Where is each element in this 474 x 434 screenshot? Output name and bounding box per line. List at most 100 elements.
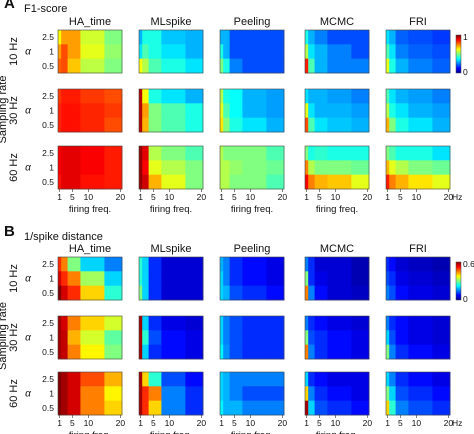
heatmap-cell <box>408 386 433 402</box>
heatmap-cell <box>161 386 186 402</box>
heatmap-cell <box>139 372 143 387</box>
heatmap-cell <box>220 386 224 402</box>
heatmap-cell <box>432 146 451 161</box>
heatmap-cell <box>395 386 409 402</box>
heatmap-cell <box>229 257 243 272</box>
x-tick-label: 20 <box>363 418 373 428</box>
heatmap-cell <box>242 103 267 119</box>
heatmap-cell <box>61 30 68 45</box>
heatmap-cell <box>148 344 162 360</box>
heatmap-cell <box>223 257 230 272</box>
heatmap-cell <box>139 58 143 74</box>
heatmap-cell <box>389 372 396 387</box>
heatmap-cell <box>220 316 224 331</box>
heatmap-cell <box>242 386 267 402</box>
heatmap-cell <box>305 146 309 161</box>
method-title: MCMC <box>320 243 354 255</box>
x-unit-label: Hz <box>452 418 462 428</box>
heatmap-cell <box>80 30 105 45</box>
heatmap-cell <box>308 386 315 402</box>
heatmap-cell <box>104 160 123 176</box>
sampling-rate-label: 30 Hz <box>8 323 20 352</box>
heatmap-cell <box>223 160 230 176</box>
alpha-axis-label: α <box>25 47 31 58</box>
heatmap-cell <box>161 285 186 301</box>
heatmap-cell <box>229 146 243 161</box>
method-title: Peeling <box>234 243 271 255</box>
alpha-tick-label: 2.5 <box>42 374 54 384</box>
heatmap-cell <box>351 174 370 190</box>
x-tick-label: 5 <box>317 418 322 428</box>
x-tick-label: 5 <box>398 418 403 428</box>
heatmap-cell <box>266 344 285 360</box>
heatmap-frame <box>385 145 451 190</box>
heatmap-cell <box>266 30 285 45</box>
heatmap-cell <box>142 160 149 176</box>
heatmap-cell <box>242 372 267 387</box>
heatmap-cell <box>266 271 285 287</box>
heatmap-cell <box>242 117 267 133</box>
heatmap-cell <box>148 271 162 287</box>
heatmap-cell <box>389 316 396 331</box>
heatmap-cell <box>386 386 390 402</box>
x-tick-label: 10 <box>246 192 256 202</box>
x-unit-label: Hz <box>452 192 462 202</box>
heatmap-cell <box>395 146 409 161</box>
heatmap-cell <box>80 146 105 161</box>
heatmap-cell <box>314 117 328 133</box>
heatmap-cell <box>104 330 123 346</box>
heatmap-cell <box>67 285 81 301</box>
heatmap-cell <box>61 89 68 104</box>
heatmap-cell <box>161 44 186 60</box>
heatmap-cell <box>308 257 315 272</box>
heatmap-cell <box>139 174 143 190</box>
heatmap-cell <box>395 44 409 60</box>
x-tick-label: 1 <box>219 192 224 202</box>
heatmap-cell <box>229 58 243 74</box>
heatmap-cell <box>386 372 390 387</box>
heatmap-cell <box>142 30 149 45</box>
heatmap-cell <box>220 174 224 190</box>
heatmap-cell <box>305 174 309 190</box>
heatmap-cell <box>139 271 143 287</box>
heatmap-cell <box>67 58 81 74</box>
heatmap-cell <box>314 330 328 346</box>
heatmap-frame <box>138 371 204 416</box>
heatmap-cell <box>220 117 224 133</box>
heatmap-cell <box>308 344 315 360</box>
colorbar <box>455 34 462 74</box>
heatmap-cell <box>142 103 149 119</box>
x-tick-label: 10 <box>84 418 94 428</box>
heatmap-cell <box>351 30 370 45</box>
heatmap-cell <box>229 316 243 331</box>
heatmap-cell <box>185 174 204 190</box>
x-tick-label: 10 <box>412 418 422 428</box>
heatmap-cell <box>308 58 315 74</box>
heatmap-cell <box>351 372 370 387</box>
heatmap-cell <box>327 400 352 416</box>
heatmap-cell <box>139 285 143 301</box>
heatmap-cell <box>266 174 285 190</box>
heatmap-cell <box>161 271 186 287</box>
heatmap-frame <box>304 256 370 301</box>
heatmap-frame <box>219 145 285 190</box>
heatmap-cell <box>389 330 396 346</box>
heatmap-cell <box>161 372 186 387</box>
heatmap-cell <box>185 117 204 133</box>
heatmap-cell <box>432 58 451 74</box>
heatmap-cell <box>161 160 186 176</box>
heatmap-cell <box>229 344 243 360</box>
colorbar <box>455 261 462 301</box>
heatmap-cell <box>139 44 143 60</box>
sampling-rate-label: 60 Hz <box>8 153 20 182</box>
heatmap-cell <box>161 58 186 74</box>
heatmap-cell <box>314 58 328 74</box>
colorbar-tick-label: 0 <box>463 67 468 77</box>
heatmap-frame <box>304 29 370 74</box>
heatmap-cell <box>104 257 123 272</box>
sampling-rate-label: 10 Hz <box>8 37 20 66</box>
heatmap-cell <box>266 117 285 133</box>
heatmap-cell <box>161 174 186 190</box>
heatmap-cell <box>408 330 433 346</box>
heatmap-cell <box>220 330 224 346</box>
